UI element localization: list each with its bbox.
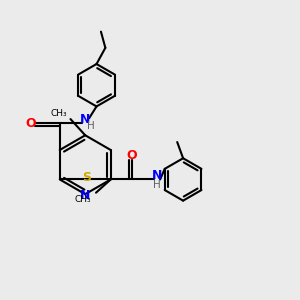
Text: S: S	[82, 172, 91, 184]
Text: O: O	[126, 148, 137, 161]
Text: CH₃: CH₃	[74, 195, 91, 204]
Text: N: N	[80, 189, 90, 202]
Text: CH₃: CH₃	[50, 109, 67, 118]
Text: H: H	[153, 180, 160, 190]
Text: H: H	[87, 121, 94, 131]
Text: N: N	[80, 113, 91, 127]
Text: N: N	[152, 169, 162, 182]
Text: O: O	[25, 117, 36, 130]
